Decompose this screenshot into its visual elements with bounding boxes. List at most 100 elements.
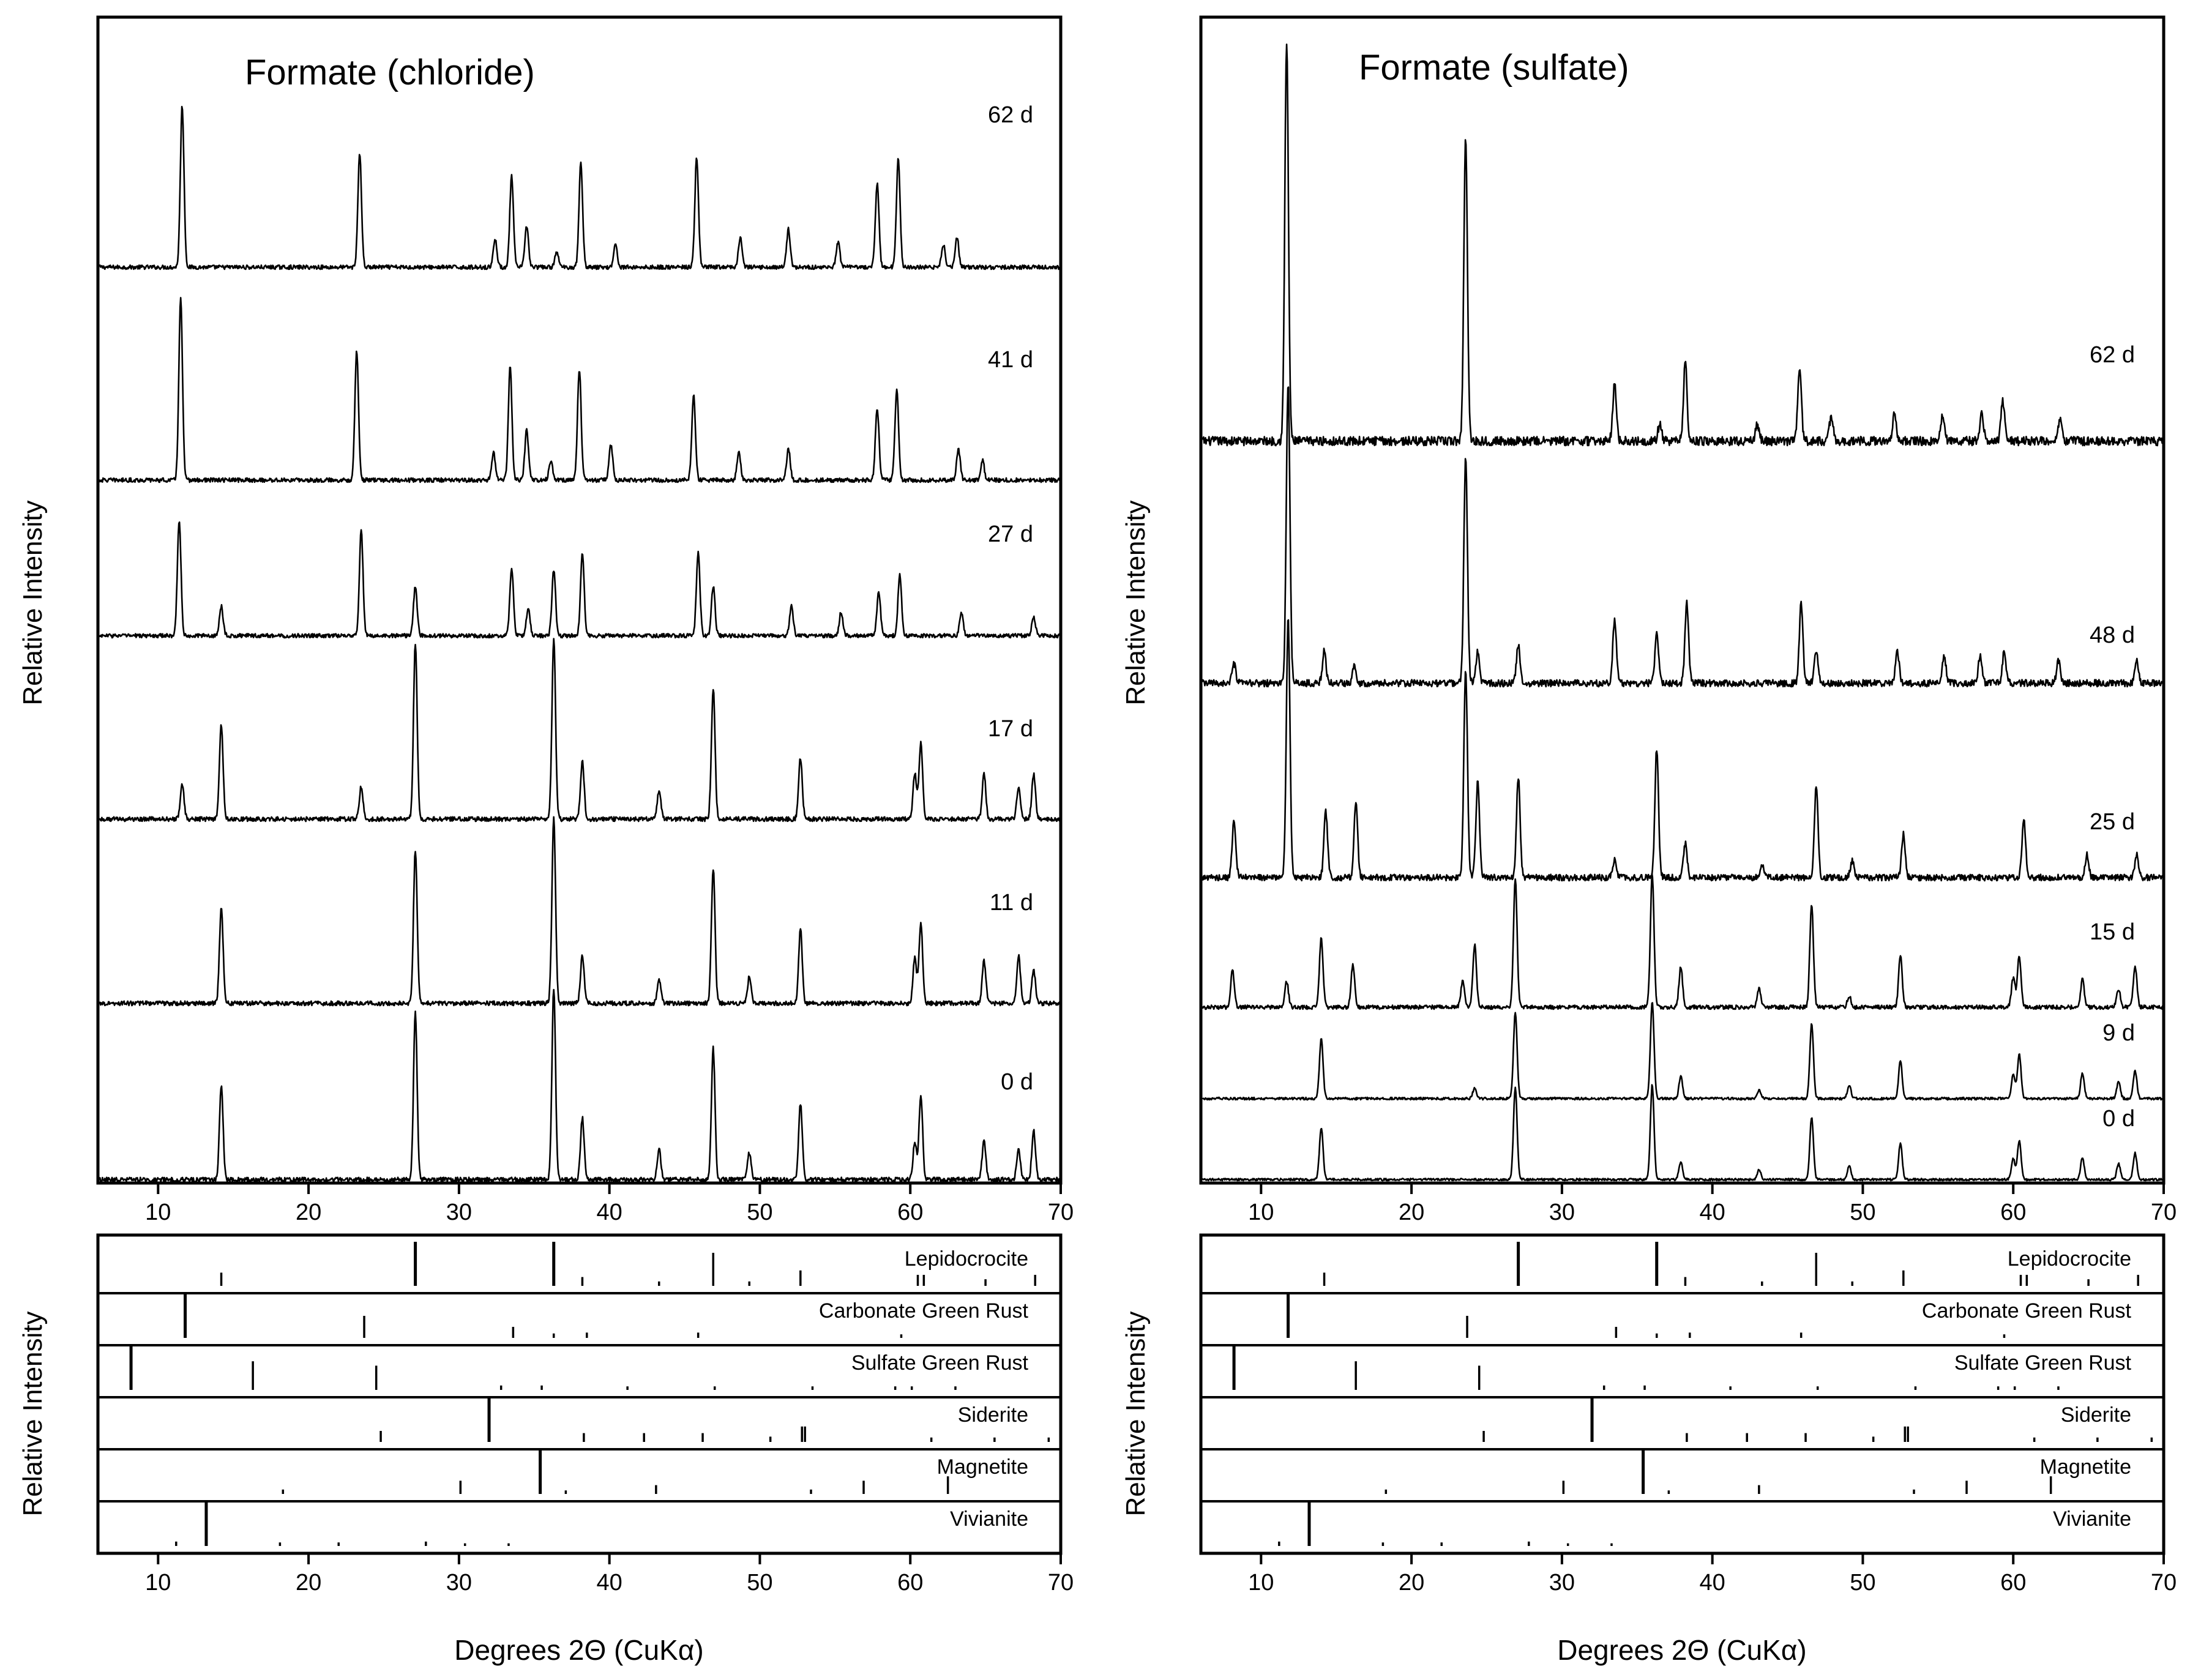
ref-x-tick-labels: 10 20 30 40 50 60 70 xyxy=(1248,1570,2177,1596)
pattern-line xyxy=(99,105,1061,271)
pattern-trace: 9 d xyxy=(1202,1002,2164,1101)
pattern-trace: 27 d xyxy=(99,521,1061,639)
reference-strip: Vivianite xyxy=(175,1502,1028,1546)
trace-label: 62 d xyxy=(988,102,1033,128)
reference-plot-frame xyxy=(1199,1233,2166,1555)
reference-label: Lepidocrocite xyxy=(2008,1247,2131,1271)
pattern-line xyxy=(99,297,1061,483)
trace-label: 62 d xyxy=(2090,342,2135,368)
reference-strip: Sulfate Green Rust xyxy=(1232,1346,2132,1390)
reference-label: Carbonate Green Rust xyxy=(1922,1299,2132,1323)
reference-label: Carbonate Green Rust xyxy=(819,1299,1029,1323)
trace-label: 17 d xyxy=(988,716,1033,742)
x-tick-label: 30 xyxy=(1549,1570,1575,1596)
y-axis-label: Relative Intensity xyxy=(1121,500,1151,705)
reference-strip: Lepidocrocite xyxy=(220,1242,1036,1286)
x-tick-label: 10 xyxy=(145,1570,171,1596)
trace-label: 15 d xyxy=(2090,919,2135,945)
reference-plot-frame xyxy=(96,1233,1063,1555)
pattern-trace: 15 d xyxy=(1202,873,2164,1010)
x-tick-label: 60 xyxy=(2000,1200,2026,1225)
pattern-line xyxy=(1202,43,2164,447)
x-tick-label: 70 xyxy=(2151,1200,2177,1225)
reference-label: Magnetite xyxy=(937,1455,1028,1479)
reference-sticks xyxy=(184,1294,903,1338)
pattern-line xyxy=(1202,619,2163,882)
x-tick-label: 50 xyxy=(1850,1570,1875,1596)
pattern-trace: 17 d xyxy=(99,638,1061,823)
x-tick-label: 20 xyxy=(1399,1570,1424,1596)
x-tick-label: 10 xyxy=(1248,1200,1274,1225)
x-tick-label: 40 xyxy=(1700,1570,1725,1596)
trace-label: 0 d xyxy=(2102,1106,2135,1132)
reference-sticks xyxy=(220,1242,1036,1286)
trace-label: 9 d xyxy=(2102,1020,2135,1046)
reference-separators xyxy=(1201,1292,2164,1503)
reference-strip: Magnetite xyxy=(282,1450,1028,1494)
x-tick-label: 30 xyxy=(446,1570,472,1596)
trace-label: 0 d xyxy=(1001,1069,1033,1095)
panel-formate-chloride: Formate (chloride) Relative Intensity Re… xyxy=(18,15,1074,1666)
reference-strip: Siderite xyxy=(379,1398,1050,1442)
trace-label: 48 d xyxy=(2090,622,2135,648)
x-tick-label: 50 xyxy=(747,1570,772,1596)
x-tick-label: 40 xyxy=(597,1200,622,1225)
pattern-line xyxy=(1202,1002,2164,1101)
trace-label: 27 d xyxy=(988,521,1033,547)
trace-label: 41 d xyxy=(988,347,1033,373)
reference-strip: Sulfate Green Rust xyxy=(129,1346,1029,1390)
x-tick-label: 20 xyxy=(296,1200,321,1225)
pattern-trace: 62 d xyxy=(99,102,1061,271)
reference-sticks xyxy=(1482,1398,2153,1442)
reference-sticks xyxy=(282,1450,949,1494)
x-tick-label: 10 xyxy=(1248,1570,1274,1596)
x-tick-label: 40 xyxy=(1700,1200,1725,1225)
pattern-trace: 41 d xyxy=(99,297,1061,483)
x-tick-label: 30 xyxy=(1549,1200,1575,1225)
reference-label: Lepidocrocite xyxy=(905,1247,1028,1271)
pattern-line xyxy=(1202,1084,2164,1182)
pattern-trace: 0 d xyxy=(1202,1084,2164,1182)
trace-label: 11 d xyxy=(990,890,1033,916)
x-tick-label: 70 xyxy=(1048,1200,1074,1225)
pattern-line xyxy=(99,816,1061,1007)
pattern-line xyxy=(99,988,1061,1183)
x-tick-label: 50 xyxy=(1850,1200,1875,1225)
x-tick-label: 30 xyxy=(446,1200,472,1225)
reference-label: Siderite xyxy=(2061,1403,2131,1427)
reference-strip: Vivianite xyxy=(1278,1502,2131,1546)
pattern-line xyxy=(1202,873,2164,1010)
x-tick-label: 50 xyxy=(747,1200,772,1225)
main-plot-frame xyxy=(96,15,1063,1185)
x-tick-labels: 10 20 30 40 50 60 70 xyxy=(145,1200,1074,1225)
pattern-trace: 25 d xyxy=(1202,619,2163,882)
reference-sticks xyxy=(1232,1346,2060,1390)
pattern-line xyxy=(99,638,1061,823)
trace-label: 25 d xyxy=(2090,809,2135,835)
reference-label: Sulfate Green Rust xyxy=(851,1351,1029,1375)
reference-sticks xyxy=(129,1346,957,1390)
reference-label: Siderite xyxy=(958,1403,1028,1427)
pattern-line xyxy=(99,521,1061,639)
pattern-trace: 62 d xyxy=(1202,43,2164,447)
reference-label: Vivianite xyxy=(2053,1507,2131,1531)
reference-sticks xyxy=(175,1502,510,1546)
x-axis-label: Degrees 2Θ (CuKα) xyxy=(1557,1634,1807,1666)
reference-sticks xyxy=(1385,1450,2052,1494)
reference-sticks xyxy=(1278,1502,1613,1546)
x-axis-label: Degrees 2Θ (CuKα) xyxy=(454,1634,704,1666)
x-tick-labels: 10 20 30 40 50 60 70 xyxy=(1248,1200,2177,1225)
x-tick-label: 20 xyxy=(1399,1200,1424,1225)
reference-sticks xyxy=(1323,1242,2139,1286)
pattern-trace: 11 d xyxy=(99,816,1061,1007)
reference-y-axis-label: Relative Intensity xyxy=(1121,1311,1151,1516)
reference-label: Vivianite xyxy=(950,1507,1028,1531)
x-tick-label: 40 xyxy=(597,1570,622,1596)
x-tick-label: 60 xyxy=(2000,1570,2026,1596)
panel-title: Formate (chloride) xyxy=(245,53,535,92)
pattern-trace: 48 d xyxy=(1202,386,2164,688)
x-tick-label: 60 xyxy=(897,1570,923,1596)
ref-x-tick-labels: 10 20 30 40 50 60 70 xyxy=(145,1570,1074,1596)
panel-formate-sulfate: Formate (sulfate) Relative Intensity Rel… xyxy=(1121,15,2177,1666)
